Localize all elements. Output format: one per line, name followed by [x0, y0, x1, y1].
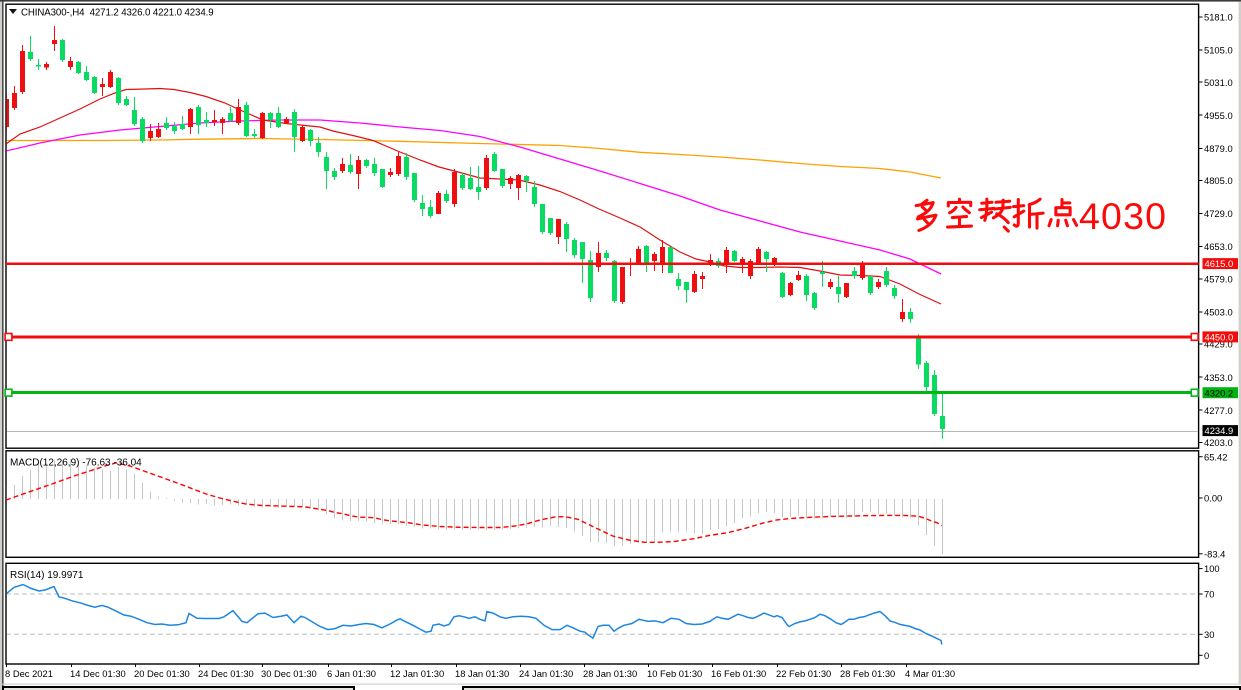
svg-text:28 Feb 01:30: 28 Feb 01:30 — [840, 668, 895, 679]
svg-text:CHINA300-,H4 4271.2 4326.0 42: CHINA300-,H4 4271.2 4326.0 4221.0 4234.9 — [21, 8, 213, 19]
svg-text:4503.0: 4503.0 — [1204, 307, 1233, 318]
svg-text:MACD(12,26,9) -76.63 -36.04: MACD(12,26,9) -76.63 -36.04 — [10, 458, 142, 469]
svg-text:4234.9: 4234.9 — [1205, 425, 1234, 436]
svg-text:4879.0: 4879.0 — [1204, 143, 1233, 154]
svg-text:4030: 4030 — [1079, 195, 1167, 237]
svg-text:16 Feb 01:30: 16 Feb 01:30 — [711, 668, 766, 679]
svg-text:4579.0: 4579.0 — [1204, 273, 1233, 284]
svg-text:5105.0: 5105.0 — [1204, 45, 1233, 56]
svg-text:5181.0: 5181.0 — [1204, 12, 1233, 23]
svg-text:0: 0 — [1204, 650, 1209, 661]
svg-text:14 Dec 01:30: 14 Dec 01:30 — [70, 668, 126, 679]
svg-text:4277.0: 4277.0 — [1204, 405, 1233, 416]
svg-text:5031.0: 5031.0 — [1204, 77, 1233, 88]
svg-text:RSI(14) 19.9971: RSI(14) 19.9971 — [10, 570, 84, 581]
svg-text:70: 70 — [1204, 589, 1214, 600]
svg-text:28 Jan 01:30: 28 Jan 01:30 — [583, 668, 637, 679]
svg-text:4653.0: 4653.0 — [1204, 241, 1233, 252]
svg-text:12 Jan 01:30: 12 Jan 01:30 — [390, 668, 444, 679]
svg-text:8 Dec 2021: 8 Dec 2021 — [5, 668, 53, 679]
svg-text:0.00: 0.00 — [1204, 493, 1222, 504]
svg-text:22 Feb 01:30: 22 Feb 01:30 — [776, 668, 831, 679]
svg-text:4615.0: 4615.0 — [1205, 258, 1234, 269]
svg-text:4353.0: 4353.0 — [1204, 372, 1233, 383]
svg-text:100: 100 — [1204, 563, 1220, 574]
svg-text:20 Dec 01:30: 20 Dec 01:30 — [134, 668, 190, 679]
svg-text:65.42: 65.42 — [1204, 451, 1227, 462]
svg-text:10 Feb 01:30: 10 Feb 01:30 — [647, 668, 702, 679]
svg-text:4203.0: 4203.0 — [1204, 437, 1233, 448]
svg-text:4805.0: 4805.0 — [1204, 175, 1233, 186]
svg-text:-83.4: -83.4 — [1204, 548, 1225, 559]
svg-text:4729.0: 4729.0 — [1204, 208, 1233, 219]
svg-text:30 Dec 01:30: 30 Dec 01:30 — [261, 668, 317, 679]
svg-text:4 Mar 01:30: 4 Mar 01:30 — [905, 668, 955, 679]
svg-text:4429.0: 4429.0 — [1204, 339, 1233, 350]
svg-text:6 Jan 01:30: 6 Jan 01:30 — [327, 668, 376, 679]
svg-text:24 Dec 01:30: 24 Dec 01:30 — [198, 668, 254, 679]
svg-text:24 Jan 01:30: 24 Jan 01:30 — [519, 668, 573, 679]
svg-text:18 Jan 01:30: 18 Jan 01:30 — [455, 668, 509, 679]
svg-text:30: 30 — [1204, 629, 1214, 640]
svg-text:4955.0: 4955.0 — [1204, 110, 1233, 121]
svg-text:4320.2: 4320.2 — [1205, 387, 1234, 398]
svg-text:4450.0: 4450.0 — [1205, 332, 1234, 343]
